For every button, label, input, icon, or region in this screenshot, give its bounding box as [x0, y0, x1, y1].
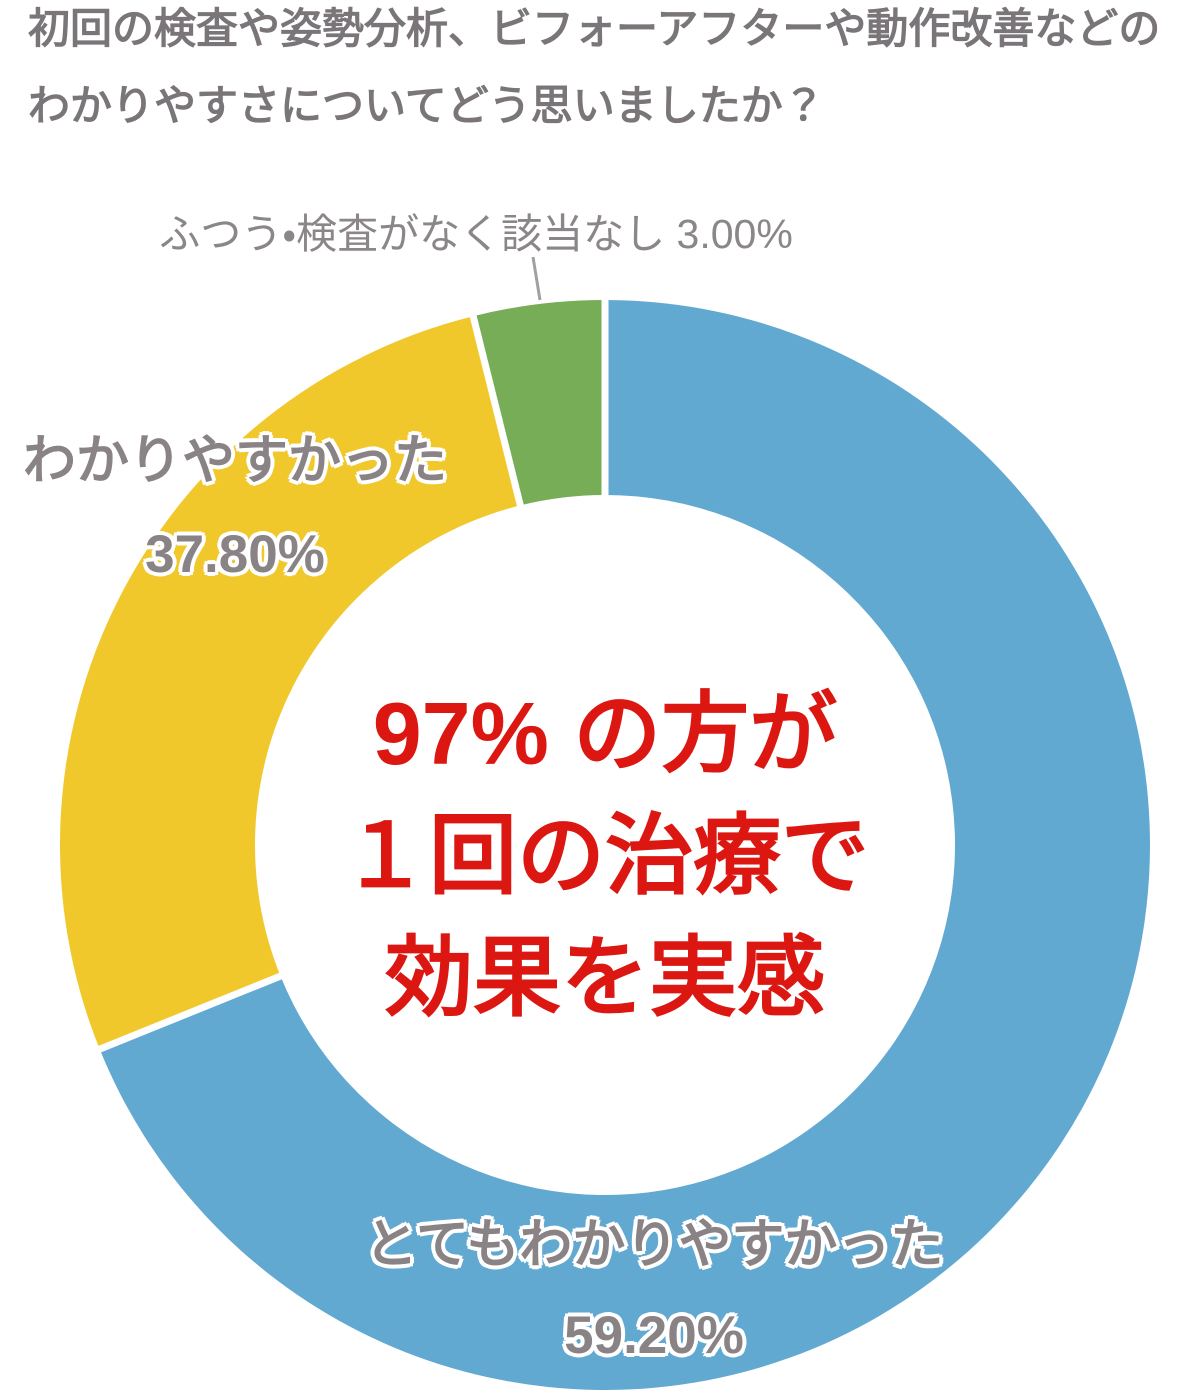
center-callout-line1: 97% の方が — [372, 684, 838, 783]
slice-label-clear: わかりやすかった 37.80% — [23, 414, 447, 602]
slice-label-very-clear-name: とてもわかりやすかった — [364, 1215, 944, 1274]
donut-slices — [59, 300, 1150, 1390]
slice-label-neutral: ふつう・検査がなく該当なし 3.00% — [159, 211, 793, 257]
center-callout: 97% の方が １回の治療で 効果を実感 — [341, 673, 869, 1039]
slice-label-very-clear-value: 59.20% — [564, 1306, 744, 1365]
donut-slice-1 — [59, 316, 521, 1050]
chart-title-line2: わかりやすさについてどう思いましたか？ — [28, 82, 825, 129]
leader-line — [531, 256, 542, 301]
chart-title-line1: 初回の検査や姿勢分析、ビフォーアフターや動作改善などの — [28, 5, 1161, 52]
slice-gap-line — [469, 312, 525, 512]
slice-gap-line — [95, 970, 287, 1054]
slice-label-clear-value: 37.80% — [145, 525, 325, 584]
slice-label-very-clear: とてもわかりやすかった 59.20% — [365, 1199, 944, 1381]
center-callout-line2: １回の治療で — [340, 806, 870, 905]
slice-gap-lines — [95, 297, 609, 1054]
chart-title: 初回の検査や姿勢分析、ビフォーアフターや動作改善などの わかりやすさについてどう… — [28, 0, 1160, 144]
donut-slice-0 — [99, 300, 1150, 1390]
donut-slice-2 — [473, 300, 605, 506]
center-callout-line3: 効果を実感 — [384, 928, 826, 1027]
slice-label-clear-name: わかりやすかった — [23, 431, 447, 490]
